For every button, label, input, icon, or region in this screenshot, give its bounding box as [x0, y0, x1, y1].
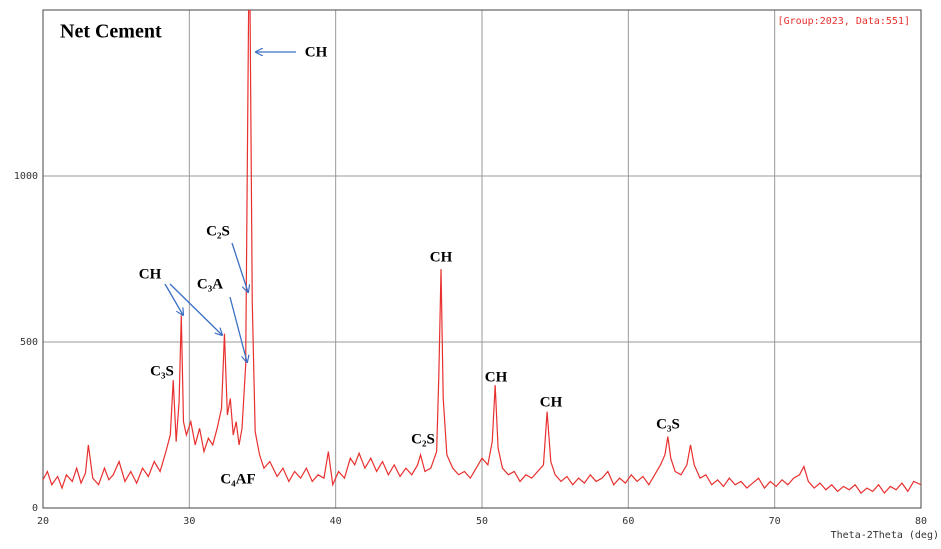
peak-label: C₂S — [411, 431, 435, 447]
peak-label: C₃S — [656, 416, 680, 432]
chart-subtitle: [Group:2023, Data:551] — [778, 16, 910, 27]
chart-title: Net Cement — [60, 21, 162, 43]
x-tick-label: 30 — [183, 516, 195, 527]
arrow — [164, 283, 183, 315]
y-tick-label: 1000 — [14, 171, 38, 182]
peak-label: CH — [139, 266, 162, 282]
peak-label: CH — [305, 44, 328, 60]
y-tick-label: 500 — [20, 337, 38, 348]
arrow — [169, 283, 222, 335]
arrows — [164, 52, 296, 362]
peak-label: CH — [430, 249, 453, 265]
x-tick-label: 20 — [37, 516, 49, 527]
y-tick-label: 0 — [32, 503, 38, 514]
x-tick-label: 60 — [622, 516, 634, 527]
peak-label: CH — [540, 394, 563, 410]
x-axis-label: Theta-2Theta (deg) — [831, 530, 939, 541]
arrow — [229, 296, 247, 362]
x-tick-label: 70 — [769, 516, 781, 527]
x-tick-label: 40 — [330, 516, 342, 527]
arrow — [231, 242, 248, 292]
peak-label: C₃S — [150, 363, 174, 379]
x-tick-label: 80 — [915, 516, 927, 527]
x-tick-label: 50 — [476, 516, 488, 527]
peak-label: C₃A — [197, 276, 223, 292]
plot-frame — [42, 9, 922, 509]
labels: 20 30 40 50 60 70 80 0 500 1000 CH C₂S CH C₃A C₃S C₄AF C… — [14, 44, 927, 527]
peak-label: C₂S — [206, 223, 230, 239]
peak-label: CH — [485, 369, 508, 385]
grid — [42, 10, 922, 509]
peak-label: C₄AF — [220, 471, 255, 487]
